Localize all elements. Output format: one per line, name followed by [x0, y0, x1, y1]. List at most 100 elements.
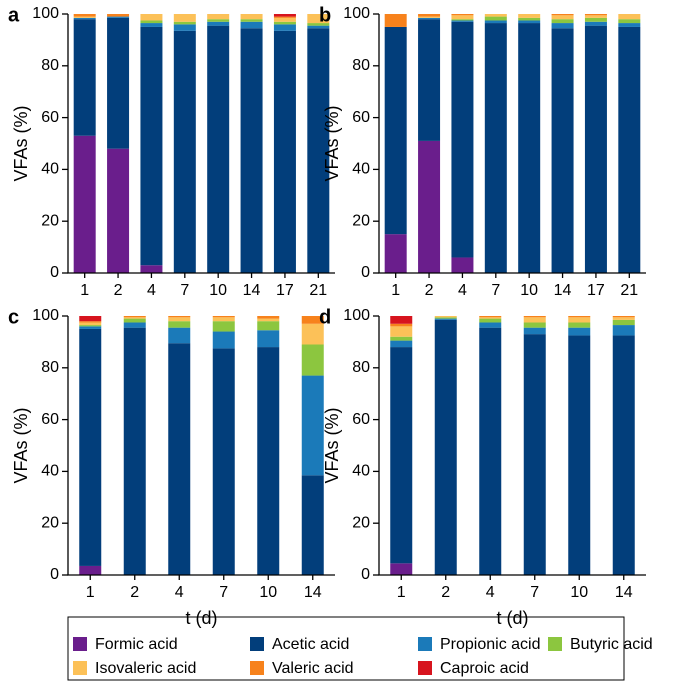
x-tick-label: 21 [620, 282, 638, 299]
bar-segment [523, 327, 546, 335]
bar-segment [273, 24, 296, 31]
bar-segment [257, 316, 280, 319]
y-tick-label: 0 [361, 264, 370, 281]
y-tick-label: 20 [352, 212, 370, 229]
y-tick-label: 100 [32, 307, 59, 324]
bar-segment [384, 234, 407, 273]
axis-line [67, 14, 335, 274]
x-tick-label: 4 [458, 282, 467, 299]
bar-segment [257, 318, 280, 322]
bar-segment [79, 316, 102, 322]
legend-label: Isovaleric acid [95, 660, 196, 677]
x-tick-label: 1 [397, 584, 406, 601]
bar-segment [451, 257, 474, 273]
legend-label: Acetic acid [272, 636, 349, 653]
bar-segment [79, 565, 102, 575]
bar-segment [523, 322, 546, 328]
x-axis-label: t (d) [496, 608, 528, 628]
bar-segment [484, 14, 507, 17]
legend-swatch [73, 637, 87, 651]
bar-segment [390, 326, 413, 337]
bar-segment [484, 23, 507, 273]
bar-segment [273, 21, 296, 25]
y-tick-label: 60 [352, 411, 370, 428]
bar-segment [79, 321, 102, 323]
bar-segment [73, 14, 96, 17]
x-tick-label: 14 [615, 584, 633, 601]
bar-segment [434, 316, 457, 318]
bar-segment [168, 316, 191, 318]
bar-segment [273, 17, 296, 22]
bar-segment [168, 343, 191, 575]
bar-segment [390, 563, 413, 575]
panel-label: b [319, 4, 331, 26]
x-tick-label: 10 [259, 584, 277, 601]
bar-segment [212, 348, 235, 575]
y-tick-label: 0 [361, 566, 370, 583]
bar-segment [551, 28, 574, 274]
bar-segment [584, 15, 607, 18]
bar-segment [418, 16, 441, 18]
y-tick-label: 0 [50, 264, 59, 281]
x-tick-label: 21 [309, 282, 327, 299]
bar-segment [273, 14, 296, 17]
bar-segment [390, 323, 413, 327]
bar-segment [584, 14, 607, 16]
bar-segment [301, 316, 324, 324]
x-tick-label: 10 [209, 282, 227, 299]
bar-segment [484, 16, 507, 21]
bar-segment [173, 21, 196, 25]
x-tick-label: 7 [219, 584, 228, 601]
x-tick-label: 10 [520, 282, 538, 299]
bar-segment [73, 135, 96, 273]
y-tick-label: 100 [343, 307, 370, 324]
x-tick-label: 17 [587, 282, 605, 299]
bar-segment [307, 23, 330, 26]
bar-segment [390, 336, 413, 341]
bar-segment [618, 23, 641, 27]
bar-segment [584, 25, 607, 274]
bar-segment [584, 17, 607, 22]
bar-segment [107, 148, 130, 273]
y-tick-label: 100 [343, 5, 370, 22]
x-tick-label: 14 [554, 282, 572, 299]
bar-segment [140, 14, 163, 21]
bar-segment [207, 19, 230, 22]
x-tick-label: 1 [86, 584, 95, 601]
bar-segment [434, 318, 457, 320]
bar-segment [240, 14, 263, 20]
bar-segment [140, 26, 163, 266]
bar-segment [584, 21, 607, 26]
bar-segment [212, 331, 235, 349]
bar-segment [618, 14, 641, 20]
legend-swatch [548, 637, 562, 651]
bar-segment [107, 14, 130, 17]
bar-segment [612, 317, 635, 320]
bar-segment [207, 14, 230, 20]
x-tick-label: 1 [80, 282, 89, 299]
bar-segment [257, 321, 280, 331]
y-tick-label: 0 [50, 566, 59, 583]
bar-segment [568, 335, 591, 575]
x-tick-label: 7 [530, 584, 539, 601]
bar-segment [551, 19, 574, 24]
bar-segment [240, 21, 263, 29]
bar-segment [390, 347, 413, 564]
y-tick-label: 40 [41, 161, 59, 178]
y-axis-label: VFAs (%) [322, 105, 342, 181]
x-tick-label: 7 [180, 282, 189, 299]
y-axis-label: VFAs (%) [11, 407, 31, 483]
bar-segment [551, 15, 574, 20]
y-tick-label: 80 [352, 359, 370, 376]
bar-segment [79, 328, 102, 566]
bar-segment [79, 322, 102, 326]
bar-segment [79, 326, 102, 329]
x-tick-label: 2 [114, 282, 123, 299]
bar-segment [479, 327, 502, 575]
bar-segment [73, 19, 96, 136]
bar-segment [307, 25, 330, 29]
legend-swatch [250, 661, 264, 675]
bar-segment [384, 26, 407, 235]
bar-segment [551, 14, 574, 16]
bar-segment [140, 23, 163, 27]
